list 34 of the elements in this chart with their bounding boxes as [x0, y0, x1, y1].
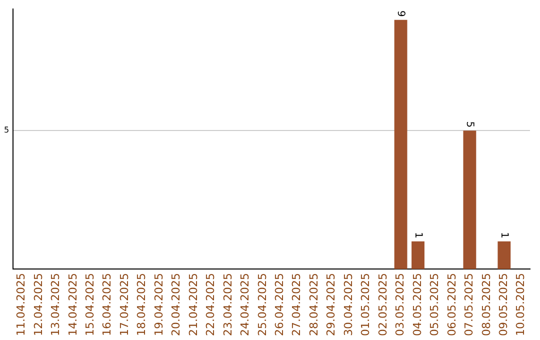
x-tick-label: 26.04.2025: [273, 273, 286, 336]
data-label: 9: [395, 10, 406, 17]
x-tick-label: 15.04.2025: [83, 273, 96, 336]
x-tick-label: 12.04.2025: [32, 273, 45, 336]
x-tick-label: 23.04.2025: [221, 273, 234, 336]
x-tick-label: 08.05.2025: [480, 273, 493, 336]
data-label: 5: [464, 121, 476, 128]
x-tick-label: 17.04.2025: [118, 273, 131, 336]
x-tick-label: 25.04.2025: [256, 273, 269, 336]
x-tick-label: 28.04.2025: [307, 273, 320, 336]
data-label: 1: [412, 232, 424, 238]
x-tick-label: 29.04.2025: [324, 273, 338, 336]
x-tick-label: 24.04.2025: [238, 273, 252, 336]
x-tick-label: 30.04.2025: [342, 273, 355, 336]
x-tick-label: 04.05.2025: [410, 273, 424, 336]
x-tick-label: 16.04.2025: [100, 273, 114, 336]
x-tick-label: 18.04.2025: [135, 273, 148, 336]
x-tick-label: 13.04.2025: [49, 273, 62, 336]
data-label: 1: [498, 232, 510, 238]
x-tick-label: 09.05.2025: [497, 273, 510, 336]
x-tick-label: 14.04.2025: [66, 273, 80, 336]
x-tick-label: 05.05.2025: [428, 273, 442, 336]
x-tick-label: 20.04.2025: [170, 273, 183, 336]
x-tick-label: 22.04.2025: [204, 273, 218, 336]
x-tick-label: 06.05.2025: [445, 273, 458, 336]
x-tick-label: 03.05.2025: [394, 273, 407, 336]
x-tick-label: 19.04.2025: [152, 273, 166, 336]
x-tick-label: 21.04.2025: [186, 273, 200, 336]
x-tick-label: 07.05.2025: [462, 273, 476, 336]
x-tick-label: 10.05.2025: [514, 273, 528, 336]
x-tick-label: 27.04.2025: [290, 273, 304, 336]
x-tick-label: 02.05.2025: [376, 273, 390, 336]
x-tick-label: 01.05.2025: [359, 273, 372, 336]
x-tick-label: 11.04.2025: [14, 273, 28, 336]
